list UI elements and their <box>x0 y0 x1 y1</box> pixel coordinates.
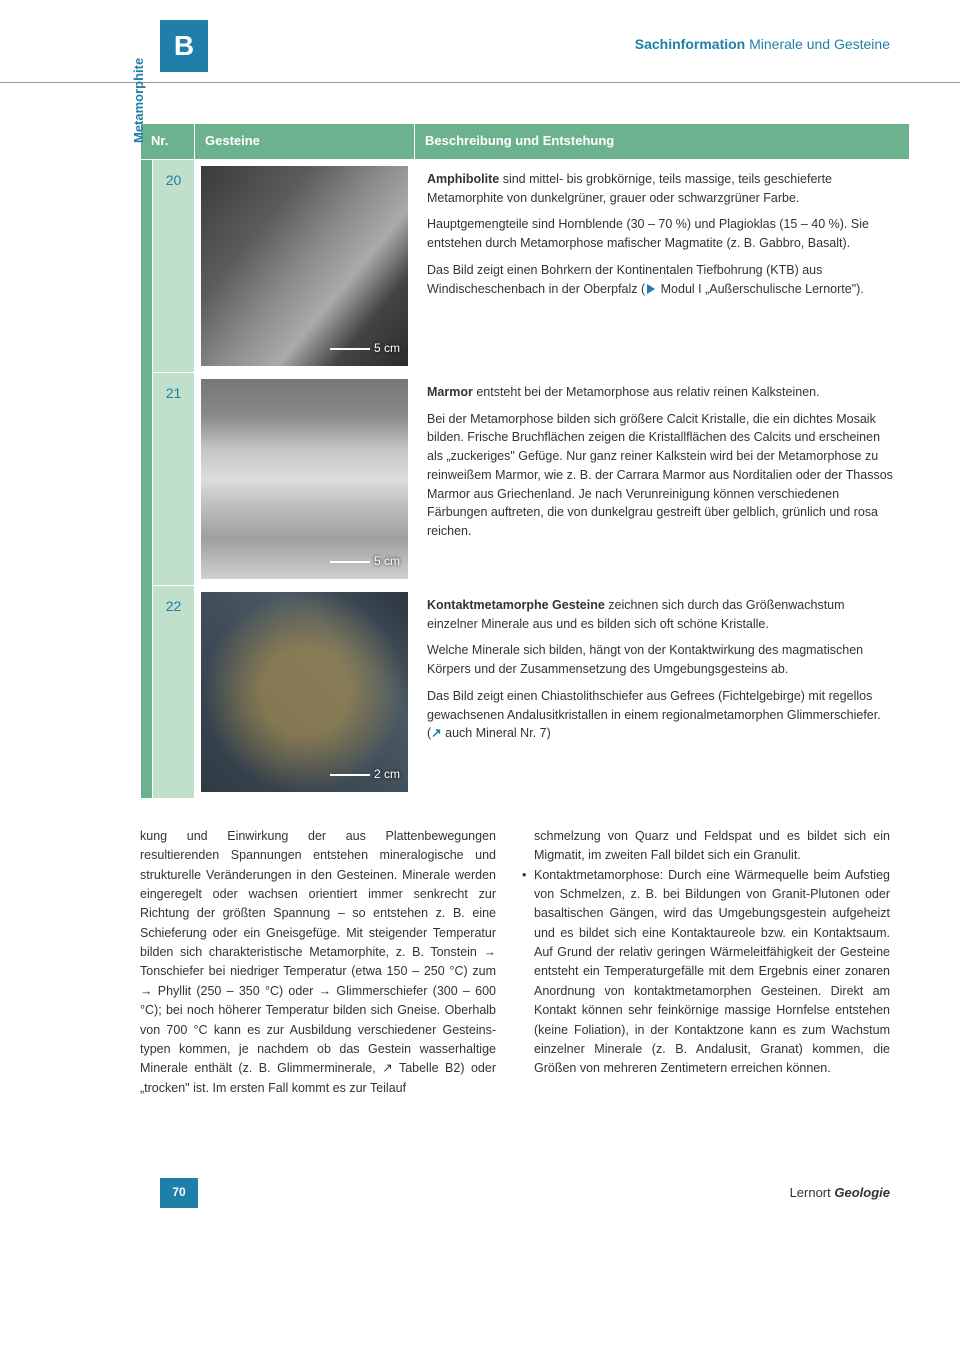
description-cell: Marmor entsteht bei der Metamorphose aus… <box>415 372 910 585</box>
row-nr: 22 <box>153 585 195 798</box>
scale-bar: 2 cm <box>330 766 400 783</box>
body-columns: kung und Einwirkung der aus Plattenbewe­… <box>140 827 890 1098</box>
rock-image-chiastolite: 2 cm <box>201 592 408 792</box>
desc-paragraph: Kontaktmetamorphe Gesteine zeichnen sich… <box>427 596 897 634</box>
row-nr: 21 <box>153 372 195 585</box>
table-row: 22 2 cm Kontaktmetamorphe Gesteine zeich… <box>141 585 910 798</box>
desc-paragraph: Das Bild zeigt einen Chiastolithschiefer… <box>427 687 897 743</box>
description-cell: Kontaktmetamorphe Gesteine zeichnen sich… <box>415 585 910 798</box>
triangle-icon <box>647 284 655 294</box>
rocks-table: Nr. Gesteine Beschreibung und Entstehung… <box>140 123 910 799</box>
body-col-2: schmelzung von Quarz und Feldspat und es… <box>522 827 890 1098</box>
rock-name: Amphibolite <box>427 172 499 186</box>
rock-image-amphibolite: 5 cm <box>201 166 408 366</box>
rock-image-marble: 5 cm <box>201 379 408 579</box>
rock-name: Kontaktmetamorphe Gesteine <box>427 598 605 612</box>
desc-paragraph: Bei der Metamorphose bilden sich größere… <box>427 410 897 541</box>
category-sidebar-label: Metamorphite <box>130 58 149 143</box>
rock-image-cell: 2 cm <box>195 585 415 798</box>
desc-paragraph: Marmor entsteht bei der Metamorphose aus… <box>427 383 897 402</box>
header-category: Sachinformation <box>635 36 745 52</box>
category-bar <box>141 159 153 798</box>
scale-bar: 5 cm <box>330 553 400 570</box>
section-tab: B <box>160 20 208 72</box>
content: Metamorphite Nr. Gesteine Beschreibung u… <box>0 123 960 1138</box>
table-header-row: Nr. Gesteine Beschreibung und Entstehung <box>141 124 910 160</box>
body-col-1: kung und Einwirkung der aus Plattenbewe­… <box>140 827 496 1098</box>
publication-title: Lernort Geologie <box>790 1184 890 1203</box>
table-row: 21 5 cm Marmor entsteht bei der Metamorp… <box>141 372 910 585</box>
col-desc: Beschreibung und Entstehung <box>415 124 910 160</box>
description-cell: AmphiboliteAmphibolite sind mittel- bis … <box>415 159 910 372</box>
desc-paragraph: Hauptgemengteile sind Hornblende (30 – 7… <box>427 215 897 253</box>
rock-image-cell: 5 cm <box>195 372 415 585</box>
desc-paragraph: Das Bild zeigt einen Bohrkern der Kontin… <box>427 261 897 299</box>
scale-bar: 5 cm <box>330 340 400 357</box>
page-footer: 70 Lernort Geologie <box>0 1138 960 1238</box>
rock-image-cell: 5 cm <box>195 159 415 372</box>
header-subject: Minerale und Gesteine <box>749 36 890 52</box>
col-rock: Gesteine <box>195 124 415 160</box>
page-number: 70 <box>160 1178 198 1208</box>
bullet-item: Kontaktmetamorphose: Durch eine Wär­mequ… <box>534 866 890 1079</box>
desc-paragraph: AmphiboliteAmphibolite sind mittel- bis … <box>427 170 897 208</box>
rock-name: Marmor <box>427 385 473 399</box>
arrow-ne-icon: ↗ <box>431 726 441 740</box>
col2-lead: schmelzung von Quarz und Feldspat und es… <box>534 829 890 862</box>
row-nr: 20 <box>153 159 195 372</box>
table-row: 20 5 cm AmphiboliteAmphibolite sind mitt… <box>141 159 910 372</box>
desc-paragraph: Welche Minerale sich bilden, hängt von d… <box>427 641 897 679</box>
header-breadcrumb: Sachinformation Minerale und Gesteine <box>635 20 890 54</box>
